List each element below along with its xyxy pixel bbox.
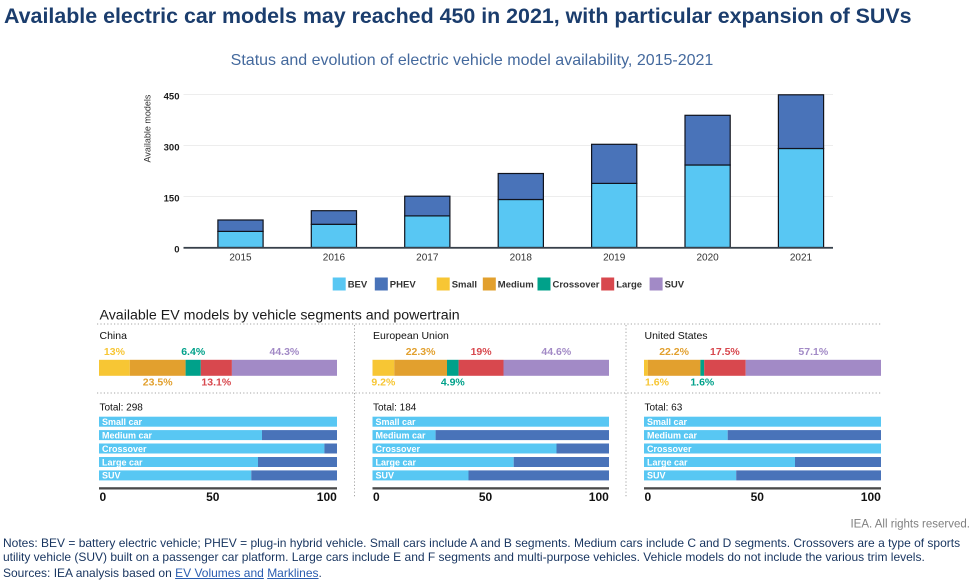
svg-text:150: 150 — [164, 193, 180, 204]
svg-text:2015: 2015 — [229, 252, 252, 263]
svg-text:Medium car: Medium car — [647, 430, 698, 440]
svg-text:300: 300 — [164, 142, 180, 153]
svg-text:Crossover: Crossover — [102, 444, 147, 454]
svg-text:4.9%: 4.9% — [441, 377, 466, 389]
svg-text:SUV: SUV — [376, 471, 395, 481]
svg-text:Large: Large — [616, 280, 642, 291]
svg-text:Crossover: Crossover — [647, 444, 692, 454]
svg-text:9.2%: 9.2% — [371, 377, 396, 389]
svg-text:Medium: Medium — [498, 280, 534, 291]
svg-text:19%: 19% — [471, 346, 493, 358]
svg-text:44.3%: 44.3% — [270, 346, 300, 358]
svg-text:0: 0 — [174, 244, 179, 255]
svg-text:Total: 184: Total: 184 — [373, 403, 417, 414]
svg-text:13%: 13% — [104, 346, 126, 358]
svg-text:SUV: SUV — [665, 280, 685, 291]
svg-text:China: China — [100, 330, 128, 342]
svg-text:BEV: BEV — [348, 280, 368, 291]
svg-text:50: 50 — [206, 490, 220, 504]
svg-text:Total: 298: Total: 298 — [100, 403, 144, 414]
svg-text:Medium car: Medium car — [102, 430, 153, 440]
svg-text:Small car: Small car — [376, 417, 417, 427]
svg-text:SUV: SUV — [647, 471, 666, 481]
svg-text:22.3%: 22.3% — [406, 346, 436, 358]
svg-text:United States: United States — [645, 330, 708, 342]
svg-text:100: 100 — [861, 490, 881, 504]
svg-text:1.6%: 1.6% — [645, 377, 670, 389]
svg-text:100: 100 — [589, 490, 609, 504]
svg-text:2021: 2021 — [790, 252, 813, 263]
svg-text:Crossover: Crossover — [553, 280, 600, 291]
svg-text:Crossover: Crossover — [376, 444, 421, 454]
svg-text:17.5%: 17.5% — [710, 346, 740, 358]
svg-text:Total: 63: Total: 63 — [645, 403, 683, 414]
svg-text:50: 50 — [479, 490, 493, 504]
svg-text:0: 0 — [100, 490, 107, 504]
svg-text:Medium car: Medium car — [376, 430, 427, 440]
svg-text:Available models: Available models — [143, 94, 153, 162]
svg-text:European Union: European Union — [373, 330, 449, 342]
svg-text:23.5%: 23.5% — [143, 377, 173, 389]
svg-text:450: 450 — [164, 91, 180, 102]
svg-text:13.1%: 13.1% — [201, 377, 231, 389]
svg-text:2020: 2020 — [696, 252, 719, 263]
svg-text:6.4%: 6.4% — [181, 346, 206, 358]
svg-text:0: 0 — [645, 490, 652, 504]
svg-text:100: 100 — [317, 490, 337, 504]
svg-text:Small car: Small car — [102, 417, 143, 427]
svg-text:2017: 2017 — [416, 252, 439, 263]
svg-text:IEA. All rights reserved.: IEA. All rights reserved. — [850, 519, 970, 531]
svg-text:Large car: Large car — [376, 457, 417, 467]
svg-text:Available EV models by vehicle: Available EV models by vehicle segments … — [100, 308, 460, 324]
svg-text:22.2%: 22.2% — [659, 346, 689, 358]
svg-text:Large car: Large car — [647, 457, 688, 467]
svg-text:SUV: SUV — [102, 471, 121, 481]
svg-text:Small car: Small car — [647, 417, 688, 427]
svg-text:2019: 2019 — [603, 252, 626, 263]
svg-text:Large car: Large car — [102, 457, 143, 467]
svg-text:1.6%: 1.6% — [690, 377, 715, 389]
svg-text:44.6%: 44.6% — [541, 346, 571, 358]
svg-text:PHEV: PHEV — [390, 280, 417, 291]
svg-text:Small: Small — [452, 280, 477, 291]
svg-text:0: 0 — [373, 490, 380, 504]
svg-text:2018: 2018 — [510, 252, 533, 263]
svg-text:50: 50 — [751, 490, 765, 504]
svg-text:57.1%: 57.1% — [798, 346, 828, 358]
svg-text:2016: 2016 — [323, 252, 346, 263]
